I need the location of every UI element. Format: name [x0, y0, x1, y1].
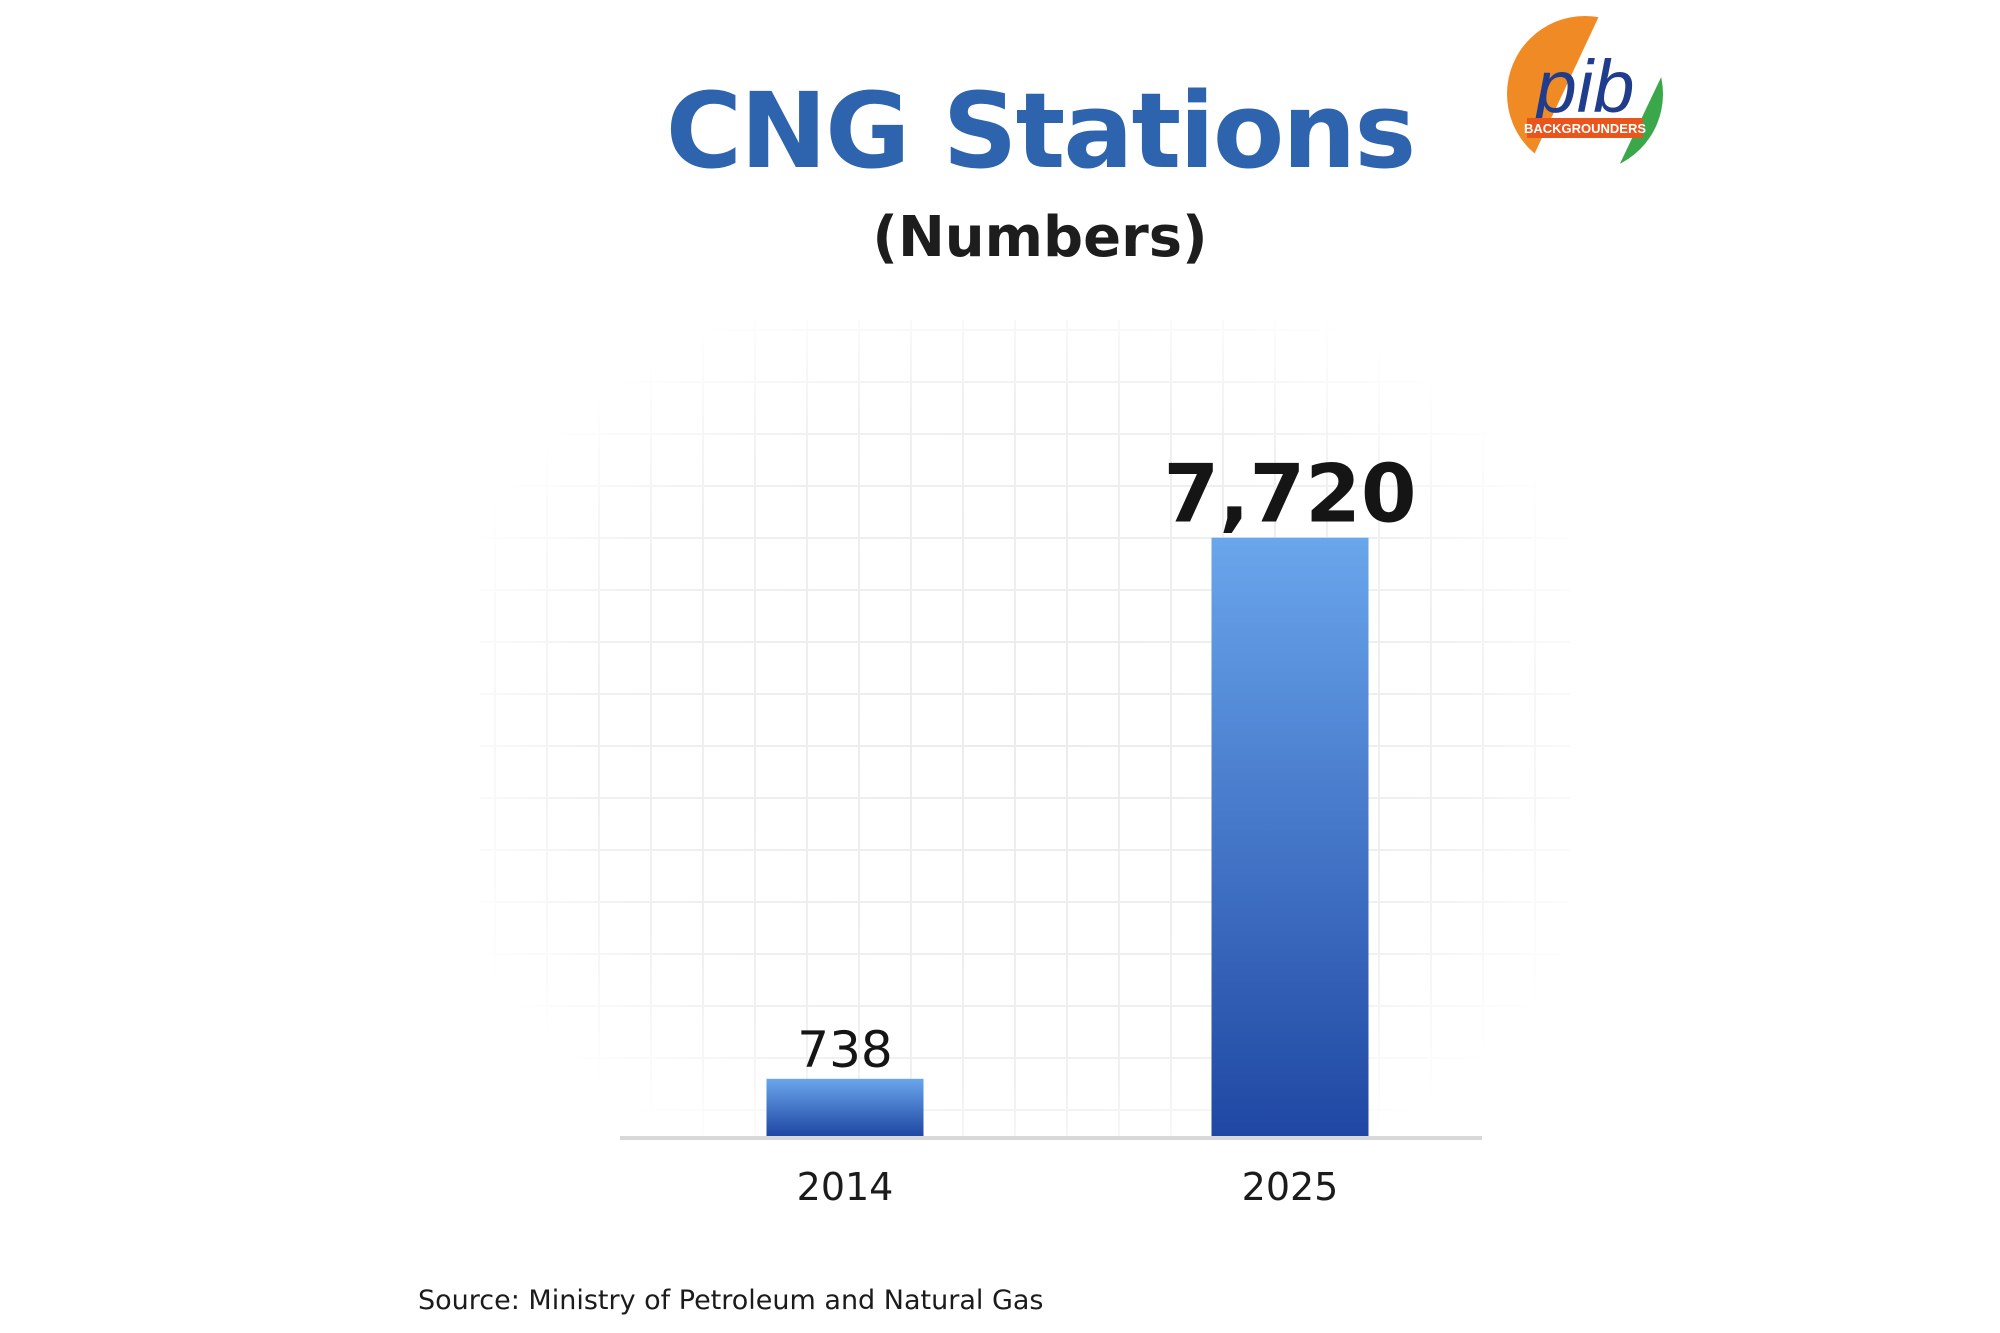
data-label-2025: 7,720 [1163, 448, 1416, 541]
bars [766, 537, 1369, 1136]
chart-title: CNG Stations [665, 70, 1416, 192]
svg-text:BACKGROUNDERS: BACKGROUNDERS [1524, 121, 1646, 136]
pib-logo-icon: pib BACKGROUNDERS [1507, 16, 1663, 172]
bar-2014 [766, 1078, 924, 1136]
grid-fade [470, 300, 1580, 1180]
bar-2025 [1211, 537, 1369, 1136]
data-label-2014: 738 [797, 1021, 892, 1079]
svg-text:pib: pib [1534, 45, 1635, 128]
source-note: Source: Ministry of Petroleum and Natura… [418, 1285, 1044, 1316]
x-tick-label-2014: 2014 [797, 1165, 894, 1209]
x-tick-label-2025: 2025 [1242, 1165, 1339, 1209]
labels: 738 2014 7,720 2025 [797, 448, 1417, 1209]
chart-subtitle: (Numbers) [872, 205, 1208, 270]
